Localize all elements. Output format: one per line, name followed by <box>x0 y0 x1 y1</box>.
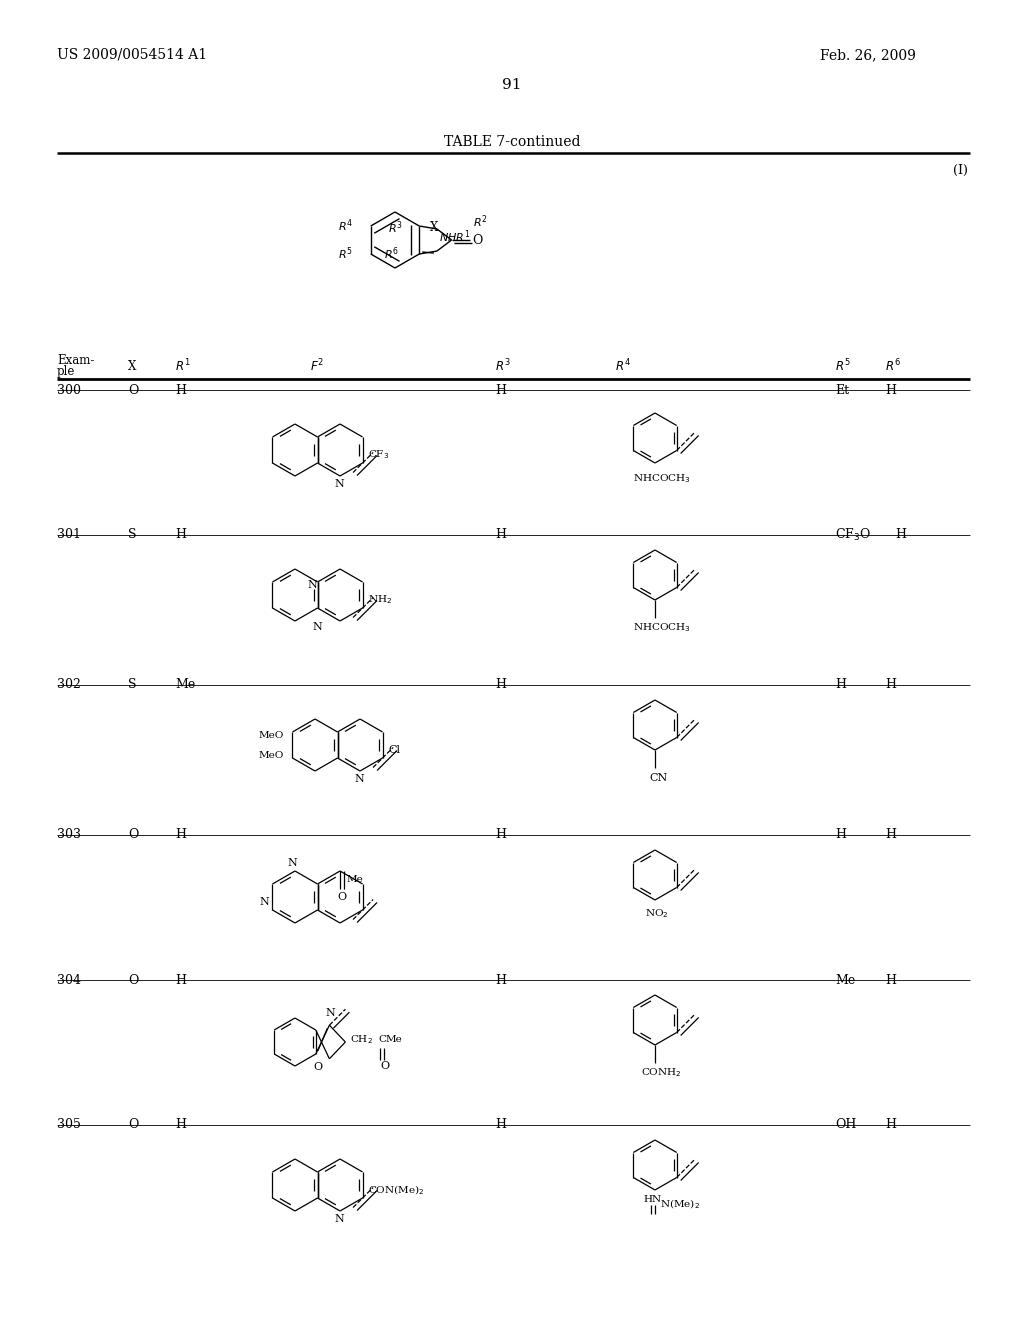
Text: N: N <box>334 1214 344 1224</box>
Text: N: N <box>326 1008 335 1018</box>
Text: X: X <box>128 359 136 372</box>
Text: Et: Et <box>835 384 849 396</box>
Text: HN: HN <box>643 1196 662 1204</box>
Text: H: H <box>885 384 896 396</box>
Text: $R^4$: $R^4$ <box>615 358 631 375</box>
Text: H: H <box>175 384 186 396</box>
Text: MeO: MeO <box>259 751 285 759</box>
Text: $R^3$: $R^3$ <box>495 358 511 375</box>
Text: H: H <box>885 678 896 692</box>
Text: H: H <box>175 974 186 986</box>
Text: 303: 303 <box>57 829 81 842</box>
Text: Me: Me <box>346 875 362 884</box>
Text: O: O <box>380 1061 389 1071</box>
Text: $R^6$: $R^6$ <box>384 246 398 263</box>
Text: NHCOCH$_3$: NHCOCH$_3$ <box>633 473 691 486</box>
Text: 300: 300 <box>57 384 81 396</box>
Text: 305: 305 <box>57 1118 81 1131</box>
Text: N: N <box>334 479 344 488</box>
Text: H: H <box>175 829 186 842</box>
Text: O: O <box>128 974 138 986</box>
Text: CF$_3$: CF$_3$ <box>368 449 389 462</box>
Text: H: H <box>895 528 906 541</box>
Text: N: N <box>354 774 364 784</box>
Text: H: H <box>495 384 506 396</box>
Text: CF$_3$O: CF$_3$O <box>835 527 870 543</box>
Text: H: H <box>495 1118 506 1131</box>
Text: Me: Me <box>835 974 855 986</box>
Text: $R^4$: $R^4$ <box>338 218 352 235</box>
Text: N: N <box>287 858 297 869</box>
Text: CH$_2$: CH$_2$ <box>350 1034 374 1047</box>
Text: MeO: MeO <box>259 730 285 739</box>
Text: H: H <box>885 974 896 986</box>
Text: H: H <box>495 678 506 692</box>
Text: $NHR^1$: $NHR^1$ <box>439 228 470 246</box>
Text: $R^5$: $R^5$ <box>338 246 352 263</box>
Text: C: C <box>379 1035 386 1044</box>
Text: N(Me)$_2$: N(Me)$_2$ <box>660 1197 699 1210</box>
Text: $R^2$: $R^2$ <box>473 214 487 230</box>
Text: NH$_2$: NH$_2$ <box>368 594 392 606</box>
Text: H: H <box>885 1118 896 1131</box>
Text: O: O <box>128 829 138 842</box>
Text: N: N <box>259 898 268 907</box>
Text: O: O <box>128 384 138 396</box>
Text: O: O <box>337 892 346 902</box>
Text: (I): (I) <box>953 164 968 177</box>
Text: $R^5$: $R^5$ <box>835 358 851 375</box>
Text: S: S <box>128 678 136 692</box>
Text: 302: 302 <box>57 678 81 692</box>
Text: N: N <box>312 622 322 632</box>
Text: H: H <box>175 1118 186 1131</box>
Text: ple: ple <box>57 364 76 378</box>
Text: O: O <box>473 234 483 247</box>
Text: Cl: Cl <box>388 744 400 755</box>
Text: S: S <box>128 528 136 541</box>
Text: NHCOCH$_3$: NHCOCH$_3$ <box>633 622 691 635</box>
Text: Feb. 26, 2009: Feb. 26, 2009 <box>820 48 915 62</box>
Text: 304: 304 <box>57 974 81 986</box>
Text: H: H <box>175 528 186 541</box>
Text: US 2009/0054514 A1: US 2009/0054514 A1 <box>57 48 207 62</box>
Text: O: O <box>313 1061 323 1072</box>
Text: H: H <box>885 829 896 842</box>
Text: O: O <box>128 1118 138 1131</box>
Text: 91: 91 <box>502 78 522 92</box>
Text: $F^2$: $F^2$ <box>310 358 324 375</box>
Text: Me: Me <box>385 1035 402 1044</box>
Text: TABLE 7-continued: TABLE 7-continued <box>443 135 581 149</box>
Text: N: N <box>307 579 317 590</box>
Text: CON(Me)$_2$: CON(Me)$_2$ <box>368 1183 424 1197</box>
Text: H: H <box>495 829 506 842</box>
Text: 301: 301 <box>57 528 81 541</box>
Text: X: X <box>430 220 438 234</box>
Text: H: H <box>835 829 846 842</box>
Text: H: H <box>835 678 846 692</box>
Text: Me: Me <box>175 678 196 692</box>
Text: $R^6$: $R^6$ <box>885 358 901 375</box>
Text: OH: OH <box>835 1118 856 1131</box>
Text: H: H <box>495 528 506 541</box>
Text: $R^3$: $R^3$ <box>388 219 402 236</box>
Text: Exam-: Exam- <box>57 354 94 367</box>
Text: NO$_2$: NO$_2$ <box>645 908 669 920</box>
Text: CONH$_2$: CONH$_2$ <box>641 1067 682 1080</box>
Text: CN: CN <box>649 774 668 783</box>
Text: $R^1$: $R^1$ <box>175 358 190 375</box>
Text: H: H <box>495 974 506 986</box>
